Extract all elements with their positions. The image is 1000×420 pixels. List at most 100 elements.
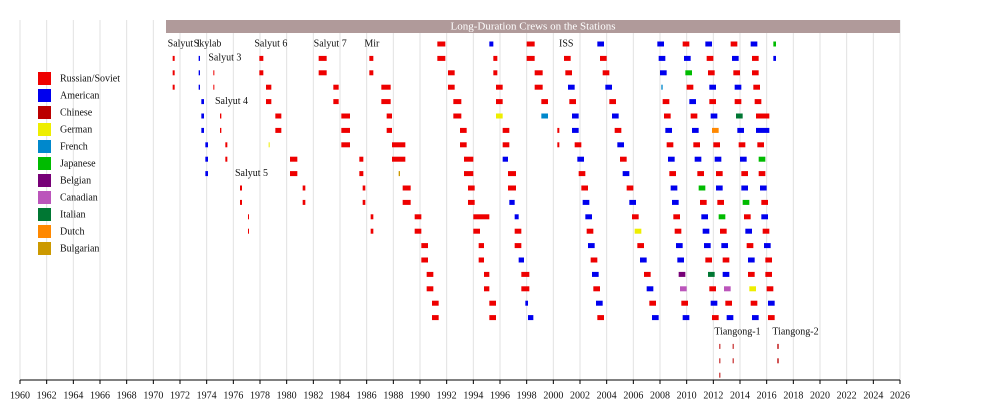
crew-bar bbox=[658, 55, 666, 61]
crew-bar bbox=[392, 142, 406, 148]
crew-bar bbox=[754, 99, 762, 105]
crew-bar bbox=[705, 41, 712, 47]
crew-bar bbox=[508, 171, 516, 177]
crew-bar bbox=[725, 300, 732, 306]
crew-bar bbox=[741, 185, 748, 191]
crew-bar bbox=[712, 127, 719, 133]
crew-bar bbox=[302, 185, 306, 191]
crew-bar bbox=[661, 84, 663, 90]
crew-bar bbox=[341, 113, 350, 119]
x-tick-label: 1980 bbox=[277, 390, 297, 401]
crew-bar bbox=[502, 127, 510, 133]
x-tick-label: 2006 bbox=[623, 390, 643, 401]
crew-bar bbox=[240, 185, 242, 191]
crew-bar bbox=[609, 99, 616, 105]
crew-bar bbox=[333, 99, 339, 105]
crew-bar bbox=[602, 70, 610, 76]
crew-bar bbox=[765, 271, 772, 277]
crew-bar bbox=[426, 271, 434, 277]
crew-bar bbox=[622, 171, 630, 177]
legend-swatch bbox=[38, 72, 51, 85]
x-tick-label: 1998 bbox=[517, 390, 537, 401]
x-tick-label: 1964 bbox=[63, 390, 83, 401]
legend-swatch bbox=[38, 174, 51, 187]
crew-bar bbox=[381, 99, 391, 105]
crew-bar bbox=[737, 127, 744, 133]
crew-bar bbox=[432, 315, 439, 321]
legend-swatch bbox=[38, 89, 51, 102]
crew-bar bbox=[749, 286, 756, 292]
x-tick-label: 1992 bbox=[437, 390, 457, 401]
crew-bar bbox=[730, 41, 738, 47]
crew-bar bbox=[712, 315, 719, 321]
crew-bar bbox=[736, 113, 743, 119]
crew-bar bbox=[680, 286, 687, 292]
crew-bar bbox=[514, 214, 519, 220]
crew-bar bbox=[359, 171, 364, 177]
crew-bar bbox=[686, 84, 694, 90]
crew-bar bbox=[437, 41, 446, 47]
crew-bar bbox=[614, 127, 622, 133]
crew-bar bbox=[572, 113, 579, 119]
crew-bar bbox=[740, 156, 747, 162]
crew-bar bbox=[521, 286, 530, 292]
crew-bar bbox=[673, 214, 680, 220]
crew-bar bbox=[578, 171, 586, 177]
crew-bar bbox=[682, 41, 690, 47]
legend-swatch bbox=[38, 106, 51, 119]
crew-bar bbox=[502, 156, 508, 162]
legend-label: Italian bbox=[60, 209, 86, 220]
crew-bar bbox=[266, 99, 272, 105]
crew-bar bbox=[220, 113, 222, 119]
x-tick-label: 1972 bbox=[170, 390, 190, 401]
title-band bbox=[166, 20, 900, 33]
crew-bar bbox=[709, 99, 716, 105]
legend-swatch bbox=[38, 242, 51, 255]
x-tick-label: 2000 bbox=[543, 390, 563, 401]
station-label: Salyut 5 bbox=[235, 168, 268, 179]
crew-bar bbox=[402, 185, 411, 191]
crew-bar bbox=[266, 84, 272, 90]
crew-bar bbox=[760, 185, 767, 191]
x-tick-label: 2008 bbox=[650, 390, 670, 401]
x-tick-label: 1976 bbox=[223, 390, 243, 401]
legend-label: German bbox=[60, 124, 92, 135]
legend-label: Japanese bbox=[60, 158, 96, 169]
crew-bar bbox=[677, 257, 684, 263]
crew-bar bbox=[259, 55, 264, 61]
crew-bar bbox=[668, 156, 675, 162]
crew-bar bbox=[717, 199, 724, 205]
station-label: Tiangong-2 bbox=[772, 326, 818, 337]
crew-bar bbox=[762, 228, 770, 234]
crew-bar bbox=[198, 70, 200, 76]
crew-bar bbox=[484, 271, 490, 277]
station-label: Salyut 4 bbox=[215, 96, 248, 107]
station-label: Salyut 6 bbox=[254, 38, 287, 49]
crew-bar bbox=[572, 127, 579, 133]
crew-bar bbox=[577, 156, 584, 162]
crew-bar bbox=[709, 84, 716, 90]
crew-bar bbox=[414, 228, 422, 234]
crew-bar bbox=[634, 228, 642, 234]
crew-bar bbox=[758, 171, 766, 177]
crew-bar bbox=[750, 41, 758, 47]
crew-bar bbox=[521, 271, 530, 277]
crew-bar bbox=[752, 315, 759, 321]
station-label: ISS bbox=[559, 38, 573, 49]
x-tick-label: 1962 bbox=[37, 390, 57, 401]
crew-bar bbox=[773, 55, 776, 61]
legend-swatch bbox=[38, 157, 51, 170]
crew-bar bbox=[773, 41, 776, 47]
x-tick-label: 1982 bbox=[303, 390, 323, 401]
crew-bar bbox=[398, 171, 400, 177]
crew-bar bbox=[752, 55, 759, 61]
crew-bar bbox=[568, 84, 575, 90]
crew-bar bbox=[590, 257, 598, 263]
crew-bar bbox=[704, 243, 711, 249]
crew-bar bbox=[473, 228, 480, 234]
crew-bar bbox=[660, 70, 667, 76]
x-tick-label: 2018 bbox=[783, 390, 803, 401]
crew-bar bbox=[275, 113, 282, 119]
crew-bar bbox=[719, 358, 721, 364]
